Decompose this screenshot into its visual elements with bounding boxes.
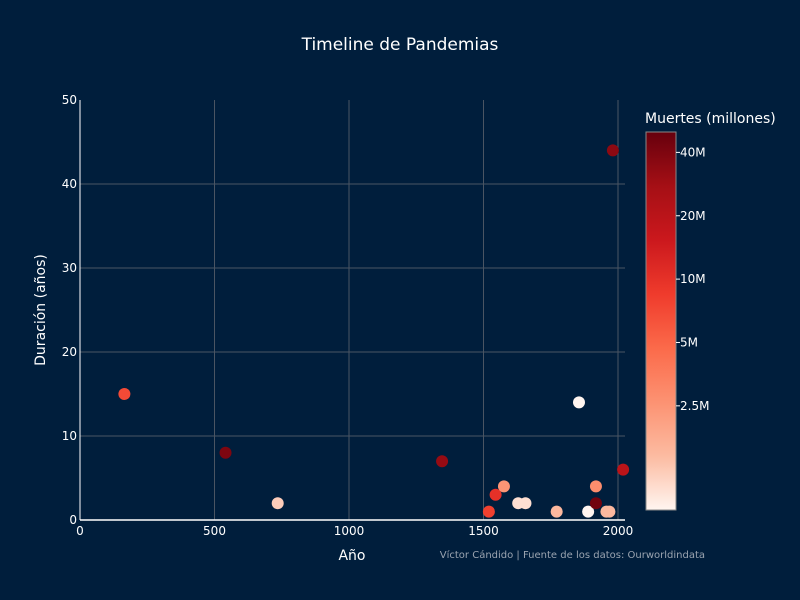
data-point[interactable] bbox=[582, 505, 595, 518]
source-note: Víctor Cándido | Fuente de los datos: Ou… bbox=[440, 549, 705, 561]
data-point[interactable] bbox=[519, 497, 532, 510]
data-point[interactable] bbox=[606, 144, 619, 157]
data-point[interactable] bbox=[497, 480, 510, 493]
colorbar-tick-label: 2.5M bbox=[680, 399, 709, 413]
data-point[interactable] bbox=[271, 497, 284, 510]
y-tick-label: 20 bbox=[62, 345, 77, 359]
colorbar-tick-labels: 2.5M 5M 10M 20M 40M bbox=[676, 145, 709, 413]
chart-title: Timeline de Pandemias bbox=[301, 35, 499, 55]
x-tick-label: 1000 bbox=[334, 524, 365, 538]
colorbar-tick-label: 20M bbox=[680, 209, 706, 223]
y-tick-label: 10 bbox=[62, 429, 77, 443]
data-point[interactable] bbox=[482, 505, 495, 518]
x-tick-label: 500 bbox=[203, 524, 226, 538]
colorbar-tick-label: 10M bbox=[680, 272, 706, 286]
data-point[interactable] bbox=[550, 505, 563, 518]
x-tick-label: 2000 bbox=[603, 524, 634, 538]
x-tick-label: 1500 bbox=[468, 524, 499, 538]
x-tick-label: 0 bbox=[76, 524, 84, 538]
colorbar-tick-label: 40M bbox=[680, 145, 706, 159]
x-tick-labels: 0 500 1000 1500 2000 bbox=[76, 524, 633, 538]
data-point[interactable] bbox=[219, 446, 232, 459]
grid-lines bbox=[80, 100, 625, 520]
data-point[interactable] bbox=[118, 388, 131, 400]
y-tick-labels: 0 10 20 30 40 50 bbox=[62, 93, 77, 527]
y-tick-label: 30 bbox=[62, 261, 77, 275]
data-point[interactable] bbox=[589, 497, 602, 510]
colorbar-tick-label: 5M bbox=[680, 335, 698, 349]
y-tick-label: 40 bbox=[62, 177, 77, 191]
y-axis-title: Duración (años) bbox=[33, 254, 49, 366]
data-point[interactable] bbox=[489, 488, 502, 501]
y-tick-label: 50 bbox=[62, 93, 77, 107]
colorbar bbox=[645, 131, 677, 511]
data-points bbox=[118, 144, 630, 518]
y-tick-label: 0 bbox=[69, 513, 77, 527]
data-point[interactable] bbox=[603, 505, 616, 518]
data-point[interactable] bbox=[436, 455, 449, 468]
data-point[interactable] bbox=[572, 396, 585, 409]
data-point[interactable] bbox=[617, 463, 630, 476]
x-axis-title: Año bbox=[338, 548, 365, 564]
colorbar-title: Muertes (millones) bbox=[645, 111, 776, 127]
data-point[interactable] bbox=[589, 480, 602, 493]
